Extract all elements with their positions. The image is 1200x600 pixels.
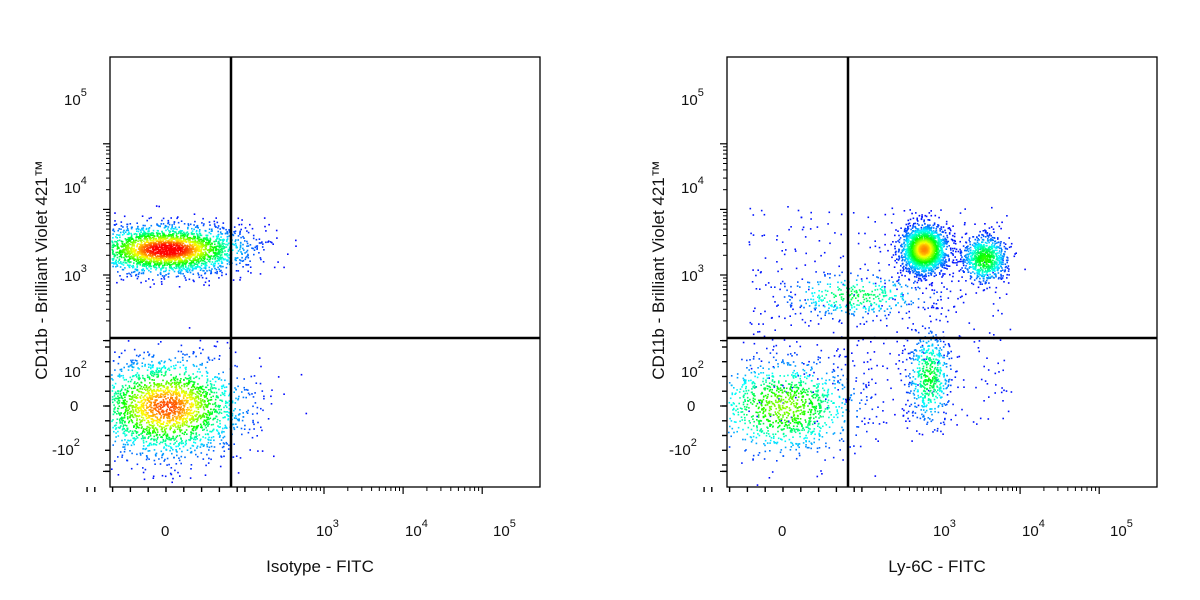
y-tick-label-10-4: 104 — [681, 175, 704, 197]
x-tick-label-10-5: 105 — [493, 518, 516, 540]
y-tick-label-0: 0 — [70, 398, 78, 415]
y-tick-label-neg-10-2: -102 — [52, 437, 80, 459]
y-tick-label-10-2: 102 — [681, 359, 704, 381]
x-tick-label-0: 0 — [778, 523, 786, 540]
y-tick-label-10-5: 105 — [64, 87, 87, 109]
x-tick-label-10-4: 104 — [1022, 518, 1045, 540]
x-tick-label-0: 0 — [161, 523, 169, 540]
y-axis-title: CD11b - Brilliant Violet 421™ — [649, 160, 668, 380]
event-dots — [111, 205, 308, 484]
y-tick-label-10-4: 104 — [64, 175, 87, 197]
y-tick-label-neg-10-2: -102 — [669, 437, 697, 459]
x-tick-label-10-5: 105 — [1110, 518, 1133, 540]
plot-panel-isotype: 105 104 103 102 0 -102 0 103 104 105 Iso… — [32, 56, 541, 576]
x-tick-label-10-3: 103 — [316, 518, 339, 540]
y-tick-label-10-3: 103 — [64, 263, 87, 285]
x-tick-label-10-4: 104 — [405, 518, 428, 540]
y-tick-label-10-5: 105 — [681, 87, 704, 109]
x-tick-label-10-3: 103 — [933, 518, 956, 540]
plot-frame — [726, 56, 1158, 488]
y-tick-label-10-2: 102 — [64, 359, 87, 381]
y-tick-label-0: 0 — [687, 398, 695, 415]
event-dots — [728, 206, 1026, 486]
axis-ticks — [86, 143, 483, 494]
x-axis-title: Ly-6C - FITC — [888, 557, 986, 576]
plot-panel-ly6c: 105 104 103 102 0 -102 0 103 104 105 Ly-… — [649, 56, 1158, 576]
x-axis-title: Isotype - FITC — [266, 557, 374, 576]
axis-ticks — [703, 143, 1100, 494]
y-axis-title: CD11b - Brilliant Violet 421™ — [32, 160, 51, 380]
y-tick-label-10-3: 103 — [681, 263, 704, 285]
